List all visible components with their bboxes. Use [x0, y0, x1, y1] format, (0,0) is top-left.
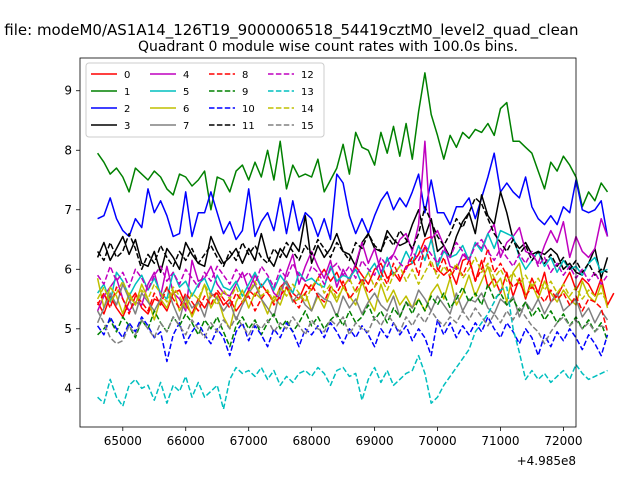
legend-label-0: 0: [124, 70, 130, 81]
x-offset-label: +4.985e8: [517, 454, 576, 468]
axes-frame: [79, 57, 577, 428]
legend-label-8: 8: [242, 70, 248, 81]
series-line-10: [96, 316, 609, 363]
legend-box: [85, 62, 325, 138]
x-tick-label: 66000: [167, 434, 205, 448]
legend-label-2: 2: [124, 104, 130, 115]
chart-title: Quadrant 0 module wise count rates with …: [138, 39, 518, 55]
series-line-13: [97, 286, 608, 410]
x-tick-label: 70000: [418, 434, 456, 448]
y-tick-label: 9: [64, 84, 72, 98]
y-tick-label: 7: [64, 203, 72, 217]
x-tick-label: 67000: [230, 434, 268, 448]
legend-label-7: 7: [183, 121, 189, 132]
series-line-12: [96, 238, 609, 291]
legend-label-5: 5: [183, 87, 189, 98]
legend-label-10: 10: [242, 104, 255, 115]
series-line-15: [96, 307, 608, 345]
series-layer: [96, 72, 615, 410]
y-tick-label: 5: [64, 322, 72, 336]
legend-label-11: 11: [242, 121, 255, 132]
x-tick-label: 68000: [293, 434, 331, 448]
y-tick-label: 6: [64, 262, 72, 276]
x-tick-label: 65000: [104, 434, 142, 448]
figure-suptitle: n file: modeM0/AS1A14_126T19_9000006518_…: [0, 21, 579, 40]
x-tick-label: 71000: [481, 434, 519, 448]
legend-label-6: 6: [183, 104, 189, 115]
legend-label-1: 1: [124, 87, 130, 98]
x-axis: 65000 66000 67000 68000 69000 70000 71000 72000: [104, 427, 583, 448]
series-line-8: [96, 244, 609, 332]
x-tick-label: 72000: [544, 434, 582, 448]
legend-label-3: 3: [124, 121, 130, 132]
series-line-3: [96, 191, 609, 279]
legend-label-15: 15: [301, 121, 314, 132]
series-line-5: [96, 229, 608, 303]
legend-label-9: 9: [242, 87, 248, 98]
legend-label-4: 4: [183, 70, 189, 81]
y-axis: 4 5 6 7 8 9: [64, 84, 80, 395]
series-line-7: [96, 280, 609, 324]
x-tick-label: 69000: [355, 434, 393, 448]
legend-label-14: 14: [301, 104, 314, 115]
series-line-2: [97, 152, 609, 241]
y-tick-label: 4: [64, 381, 72, 395]
y-tick-label: 8: [64, 143, 72, 157]
legend-label-13: 13: [301, 87, 314, 98]
series-line-11: [96, 197, 608, 276]
series-line-9: [97, 283, 609, 348]
legend-label-12: 12: [301, 70, 314, 81]
series-line-14: [96, 256, 609, 309]
series-line-1: [96, 72, 609, 211]
